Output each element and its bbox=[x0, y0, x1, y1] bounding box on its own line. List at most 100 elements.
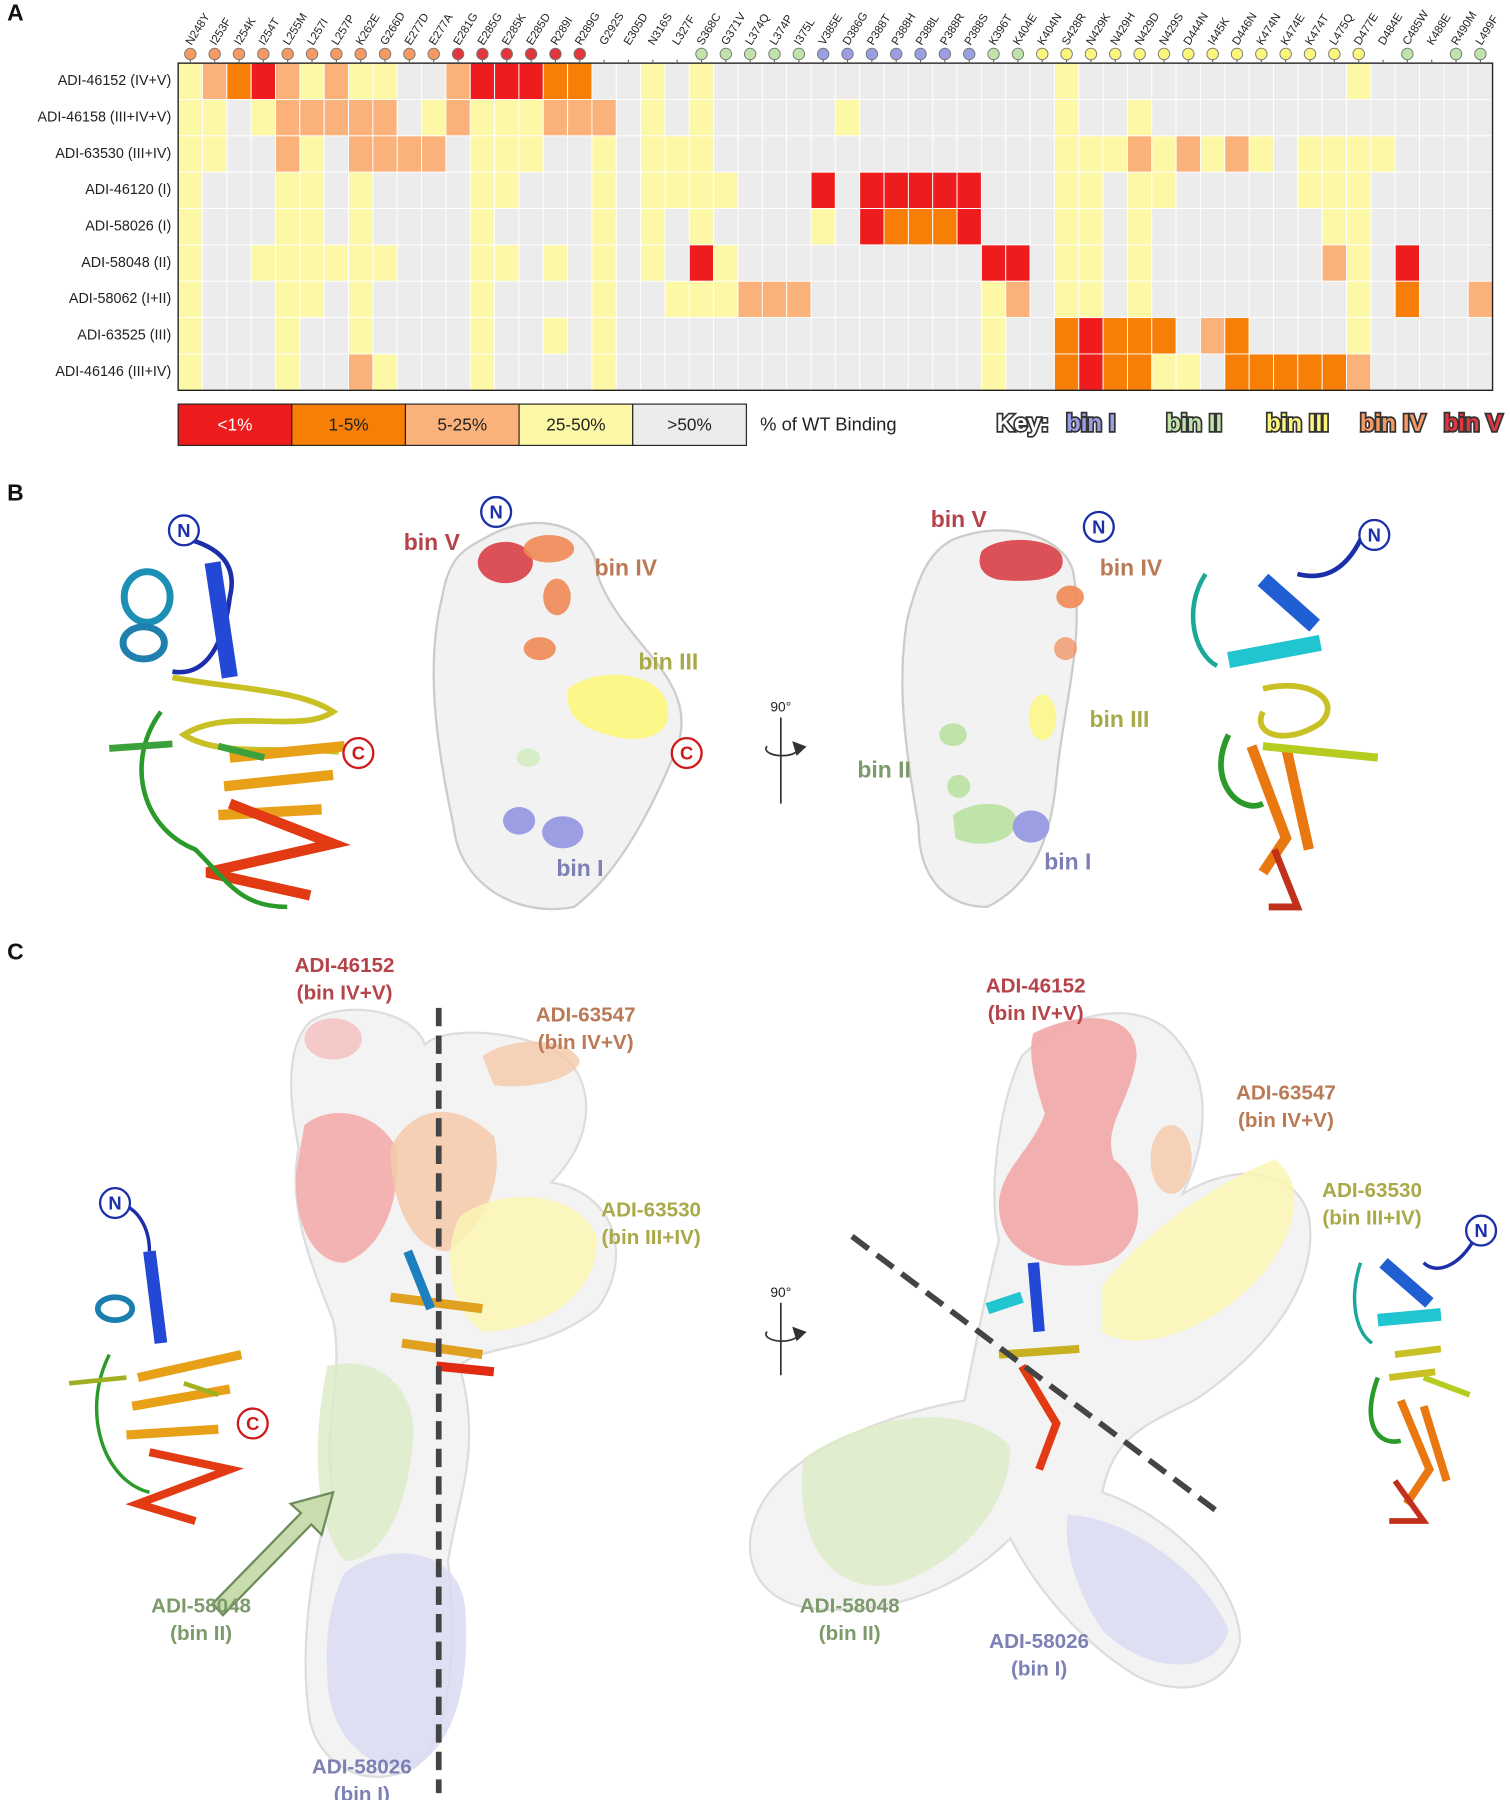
heatmap-cell bbox=[834, 99, 861, 137]
heatmap-cell bbox=[494, 353, 520, 391]
heatmap-cell bbox=[567, 208, 593, 246]
heatmap-cell bbox=[1419, 244, 1445, 282]
heatmap-cell bbox=[713, 317, 739, 355]
bin-dot bbox=[451, 47, 465, 61]
legend-swatch bbox=[518, 403, 634, 446]
heatmap-cell bbox=[445, 99, 471, 137]
term-ring bbox=[98, 1186, 132, 1220]
loop bbox=[1422, 1236, 1477, 1270]
heatmap-cell bbox=[421, 353, 447, 391]
heatmap-cell bbox=[591, 99, 617, 137]
heatmap-cell bbox=[250, 317, 276, 355]
heatmap-cell bbox=[810, 317, 836, 355]
heatmap-cell bbox=[786, 353, 812, 391]
heatmap-cell bbox=[1102, 171, 1128, 210]
ab-58026 bbox=[1066, 1515, 1229, 1665]
heatmap-cell bbox=[494, 171, 520, 210]
heatmap-cell bbox=[469, 280, 496, 319]
heatmap-cell bbox=[1200, 353, 1226, 391]
bin-ii-arrow bbox=[211, 1490, 335, 1617]
heatmap-cell bbox=[250, 99, 276, 137]
heatmap-cell bbox=[761, 353, 788, 391]
heatmap-cell bbox=[275, 171, 301, 210]
bin-dot bbox=[1279, 47, 1292, 61]
heatmap-cell bbox=[980, 317, 1007, 355]
terminus-marker: N bbox=[167, 514, 200, 547]
heatmap-cell bbox=[226, 62, 252, 100]
heatmap-cell bbox=[299, 280, 325, 319]
heatmap-cell bbox=[226, 280, 252, 319]
row-label: ADI-46158 (III+IV+V) bbox=[37, 109, 171, 125]
heatmap-cell bbox=[786, 244, 812, 282]
heatmap-cell bbox=[907, 244, 934, 282]
terminus-label: C bbox=[680, 743, 693, 764]
ribbon-core bbox=[1027, 1262, 1045, 1333]
heatmap-cell bbox=[907, 317, 934, 355]
bin-dot bbox=[1060, 47, 1073, 61]
antibody-bin: (bin I) bbox=[1011, 1658, 1067, 1681]
heatmap-cell bbox=[1053, 353, 1080, 391]
heatmap-cell bbox=[1078, 244, 1104, 282]
heatmap-cell bbox=[859, 135, 885, 173]
heatmap-cell bbox=[688, 317, 715, 355]
panel-label: B bbox=[7, 480, 24, 506]
heatmap-cell bbox=[1053, 62, 1080, 100]
heatmap-cell bbox=[1321, 135, 1347, 173]
heatmap-cell bbox=[275, 317, 301, 355]
heatmap-cell bbox=[299, 99, 325, 137]
row-label: ADI-63525 (III) bbox=[77, 328, 171, 344]
heatmap-cell bbox=[323, 99, 349, 137]
heatmap-cell bbox=[713, 171, 739, 210]
bin-label: bin IV bbox=[595, 554, 658, 580]
key-bin-label: bin IV bbox=[1360, 410, 1426, 437]
bin-dot bbox=[1133, 47, 1146, 61]
bin-dot bbox=[841, 47, 854, 61]
heatmap-cell bbox=[980, 280, 1007, 319]
heatmap-cell bbox=[202, 135, 228, 173]
heatmap-cell bbox=[299, 317, 325, 355]
bin-ii-patch bbox=[939, 723, 967, 747]
heatmap-cell bbox=[226, 317, 252, 355]
heatmap-cell bbox=[226, 171, 252, 210]
heatmap-cell bbox=[810, 353, 836, 391]
heatmap-cell bbox=[713, 135, 739, 173]
term-ring bbox=[1465, 1214, 1498, 1247]
bin-dot bbox=[305, 47, 319, 61]
heatmap-cell bbox=[1029, 135, 1055, 173]
heatmap-cell bbox=[956, 317, 982, 355]
heatmap-cell bbox=[664, 171, 690, 210]
heatmap-cell bbox=[1175, 171, 1201, 210]
heatmap-cell bbox=[372, 171, 398, 210]
heatmap-cell bbox=[518, 171, 544, 210]
heatmap-cell bbox=[1394, 244, 1420, 282]
heatmap-cell bbox=[348, 99, 374, 137]
heatmap-cell bbox=[1248, 353, 1274, 391]
ribbon-core bbox=[435, 1361, 495, 1377]
heatmap-cell bbox=[177, 62, 203, 100]
heatmap-cell bbox=[1248, 135, 1274, 173]
heatmap-cell bbox=[1297, 62, 1323, 100]
heatmap-cell bbox=[177, 135, 203, 173]
key-bin-label: bin I bbox=[1066, 410, 1116, 437]
heatmap-cell bbox=[688, 99, 715, 137]
heatmap-cell bbox=[1394, 280, 1420, 319]
helix bbox=[119, 623, 168, 663]
heatmap-cell bbox=[810, 280, 836, 319]
heatmap-cell bbox=[591, 135, 617, 173]
heatmap-cell bbox=[761, 62, 788, 100]
heatmap-cell bbox=[275, 99, 301, 137]
row-label: ADI-46146 (III+IV) bbox=[55, 364, 171, 380]
heatmap-cell bbox=[1200, 244, 1226, 282]
heatmap-cell bbox=[1175, 317, 1201, 355]
heatmap-cell bbox=[834, 353, 861, 391]
helix bbox=[1227, 634, 1322, 668]
bin-dot bbox=[1255, 47, 1268, 61]
heatmap-cell bbox=[883, 317, 909, 355]
ligand bbox=[1262, 742, 1379, 762]
heatmap-cell bbox=[1394, 353, 1420, 391]
bin-dot bbox=[890, 47, 903, 61]
heatmap-cell bbox=[1053, 244, 1080, 282]
heatmap-cell bbox=[445, 208, 471, 246]
heatmap-cell bbox=[1248, 99, 1274, 137]
